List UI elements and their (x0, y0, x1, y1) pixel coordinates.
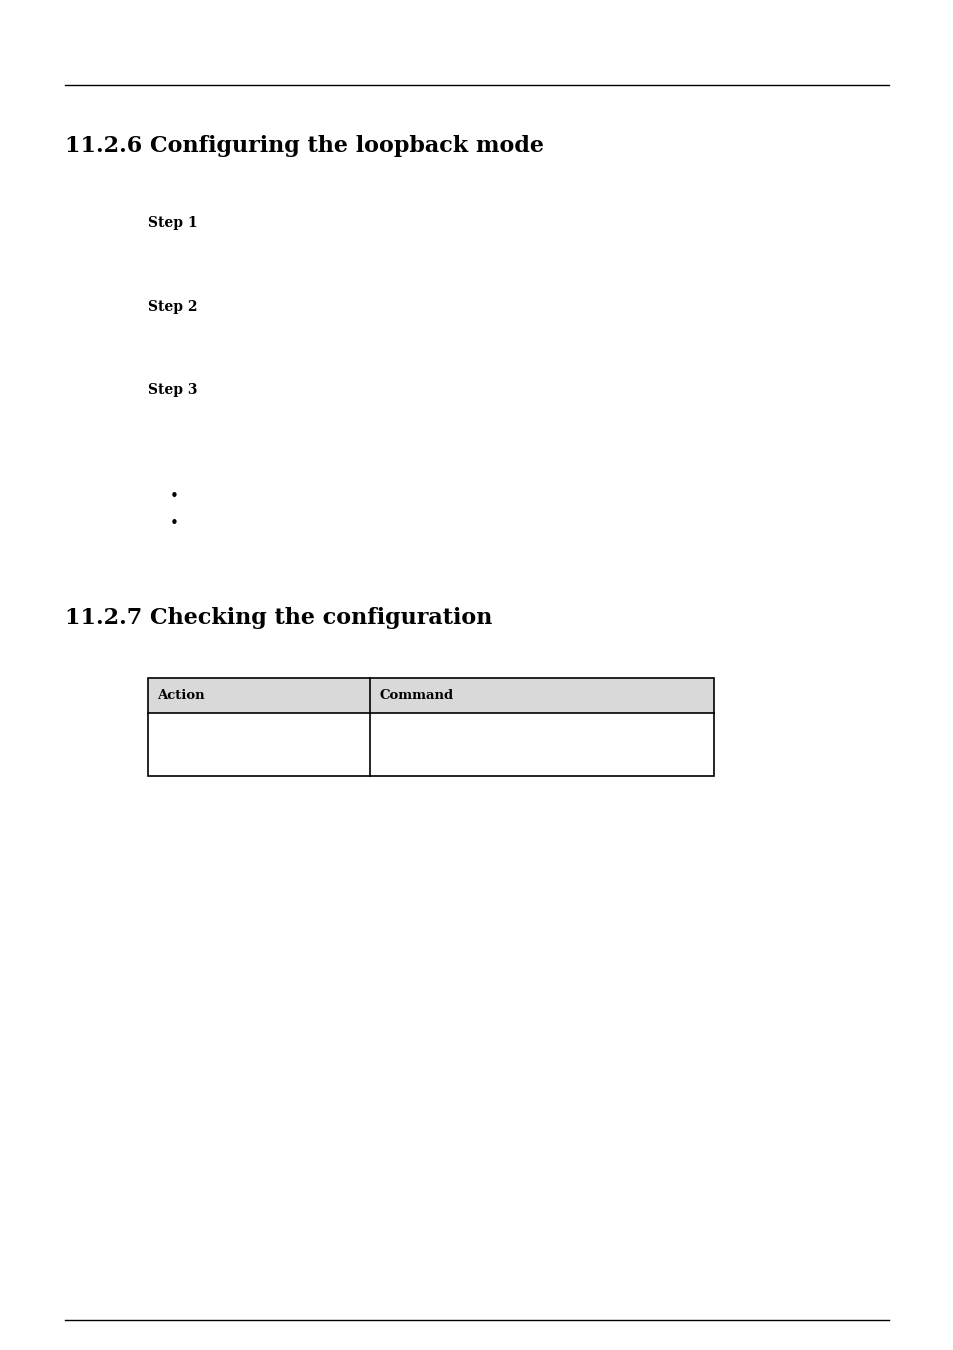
Text: 11.2.7 Checking the configuration: 11.2.7 Checking the configuration (65, 608, 492, 629)
Bar (148, 678, 713, 713)
Text: Step 3: Step 3 (148, 383, 197, 397)
Text: Step 1: Step 1 (148, 216, 197, 230)
Bar (148, 713, 713, 776)
Text: 11.2.6 Configuring the loopback mode: 11.2.6 Configuring the loopback mode (65, 135, 543, 157)
Bar (148, 678, 713, 776)
Text: Action: Action (157, 688, 205, 702)
Text: Step 2: Step 2 (148, 300, 197, 313)
Text: •: • (170, 489, 178, 504)
Text: •: • (170, 516, 178, 531)
Text: Command: Command (379, 688, 454, 702)
